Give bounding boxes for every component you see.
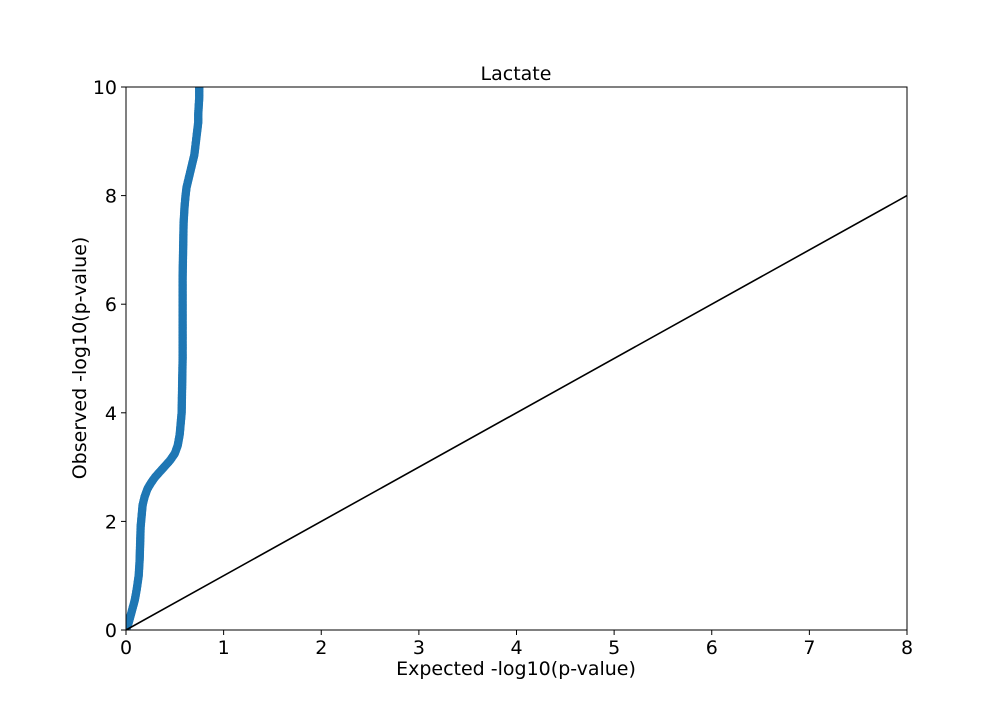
y-tick-label: 6 bbox=[105, 294, 117, 316]
y-axis-ticks: 0 2 4 6 8 10 bbox=[93, 77, 126, 642]
x-tick-label: 4 bbox=[510, 637, 522, 659]
reference-line bbox=[125, 194, 908, 631]
x-axis-ticks: 0 1 2 3 4 5 6 7 8 bbox=[120, 630, 913, 659]
y-tick-label: 8 bbox=[105, 186, 117, 208]
points-layer bbox=[126, 87, 204, 630]
y-tick-label: 4 bbox=[105, 403, 117, 425]
x-tick-label: 0 bbox=[120, 637, 132, 659]
x-tick-label: 6 bbox=[706, 637, 718, 659]
y-tick-label: 0 bbox=[105, 620, 117, 642]
x-axis-label: Expected -log10(p-value) bbox=[396, 658, 636, 680]
y-tick-label: 10 bbox=[93, 77, 117, 99]
x-tick-label: 1 bbox=[218, 637, 230, 659]
x-tick-label: 7 bbox=[803, 637, 815, 659]
y-tick-label: 2 bbox=[105, 511, 117, 533]
x-tick-label: 3 bbox=[413, 637, 425, 659]
data-point bbox=[195, 87, 204, 92]
y-axis-label: Observed -log10(p-value) bbox=[69, 237, 91, 480]
x-tick-label: 5 bbox=[608, 637, 620, 659]
x-tick-label: 8 bbox=[901, 637, 913, 659]
plot-frame bbox=[125, 86, 908, 631]
chart-title: Lactate bbox=[481, 63, 552, 85]
x-tick-label: 2 bbox=[315, 637, 327, 659]
